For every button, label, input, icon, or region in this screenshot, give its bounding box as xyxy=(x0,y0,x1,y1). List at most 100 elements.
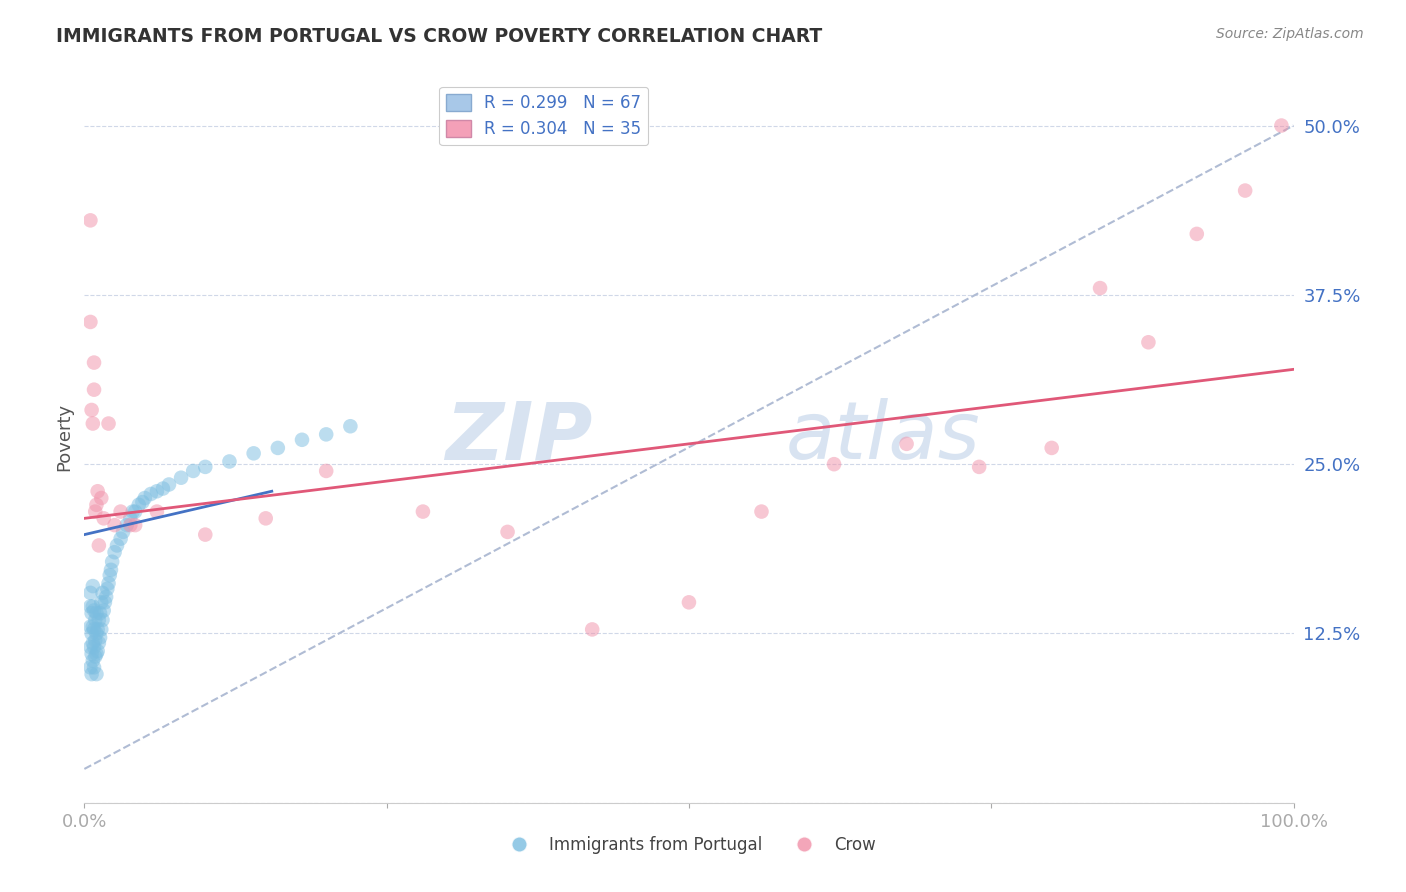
Point xyxy=(124,505,146,519)
Point xyxy=(86,647,108,661)
Point xyxy=(1137,335,1160,350)
Point xyxy=(84,505,107,519)
Point xyxy=(87,613,110,627)
Point xyxy=(86,484,108,499)
Point xyxy=(121,505,143,519)
Point xyxy=(83,603,105,617)
Point xyxy=(181,464,204,478)
Point xyxy=(254,511,277,525)
Point xyxy=(105,538,128,552)
Point xyxy=(194,527,217,541)
Point xyxy=(86,606,108,620)
Point xyxy=(101,555,124,569)
Point xyxy=(80,667,103,681)
Legend: Immigrants from Portugal, Crow: Immigrants from Portugal, Crow xyxy=(495,829,883,860)
Point xyxy=(678,595,700,609)
Point xyxy=(98,568,121,582)
Point xyxy=(1270,119,1292,133)
Point xyxy=(339,419,361,434)
Point xyxy=(86,667,108,681)
Point xyxy=(134,491,156,505)
Point xyxy=(79,315,101,329)
Point xyxy=(194,459,217,474)
Point xyxy=(83,660,105,674)
Point xyxy=(79,599,101,614)
Point xyxy=(86,623,108,637)
Point xyxy=(93,511,115,525)
Point xyxy=(90,595,112,609)
Y-axis label: Poverty: Poverty xyxy=(55,403,73,471)
Point xyxy=(94,595,117,609)
Point xyxy=(79,660,101,674)
Point xyxy=(291,433,314,447)
Point xyxy=(83,640,105,654)
Point xyxy=(82,654,104,668)
Point xyxy=(93,603,115,617)
Point xyxy=(315,464,337,478)
Point xyxy=(86,498,108,512)
Point xyxy=(87,538,110,552)
Point xyxy=(84,633,107,648)
Point xyxy=(82,636,104,650)
Point xyxy=(267,441,290,455)
Point xyxy=(120,511,142,525)
Point xyxy=(823,457,845,471)
Point xyxy=(110,532,132,546)
Point xyxy=(128,498,150,512)
Point xyxy=(80,606,103,620)
Point xyxy=(751,505,773,519)
Point xyxy=(89,606,111,620)
Text: ZIP: ZIP xyxy=(444,398,592,476)
Point xyxy=(82,417,104,431)
Point xyxy=(218,454,240,468)
Point xyxy=(80,626,103,640)
Point xyxy=(967,459,990,474)
Point xyxy=(86,626,108,640)
Point xyxy=(79,213,101,227)
Point xyxy=(146,484,169,499)
Point xyxy=(79,586,101,600)
Point xyxy=(496,524,519,539)
Point xyxy=(91,613,114,627)
Point xyxy=(90,491,112,505)
Point xyxy=(412,505,434,519)
Point xyxy=(83,383,105,397)
Point xyxy=(100,563,122,577)
Point xyxy=(112,524,135,539)
Point xyxy=(84,613,107,627)
Text: atlas: atlas xyxy=(786,398,980,476)
Point xyxy=(80,403,103,417)
Point xyxy=(139,487,162,501)
Point xyxy=(315,427,337,442)
Point xyxy=(97,417,120,431)
Point xyxy=(896,437,918,451)
Point xyxy=(104,518,127,533)
Point xyxy=(581,623,603,637)
Point xyxy=(120,518,142,533)
Point xyxy=(79,640,101,654)
Point xyxy=(87,636,110,650)
Point xyxy=(115,518,138,533)
Text: Source: ZipAtlas.com: Source: ZipAtlas.com xyxy=(1216,27,1364,41)
Point xyxy=(131,495,153,509)
Point xyxy=(157,477,180,491)
Point xyxy=(94,590,117,604)
Point xyxy=(242,446,264,460)
Point xyxy=(124,518,146,533)
Point xyxy=(83,355,105,369)
Point xyxy=(91,586,114,600)
Point xyxy=(146,505,169,519)
Point xyxy=(84,649,107,664)
Point xyxy=(90,623,112,637)
Point xyxy=(1088,281,1111,295)
Point xyxy=(82,620,104,634)
Point xyxy=(82,599,104,614)
Point xyxy=(170,471,193,485)
Point xyxy=(1234,184,1257,198)
Point xyxy=(79,620,101,634)
Point xyxy=(82,579,104,593)
Point xyxy=(1040,441,1063,455)
Point xyxy=(110,505,132,519)
Point xyxy=(104,545,127,559)
Point xyxy=(83,623,105,637)
